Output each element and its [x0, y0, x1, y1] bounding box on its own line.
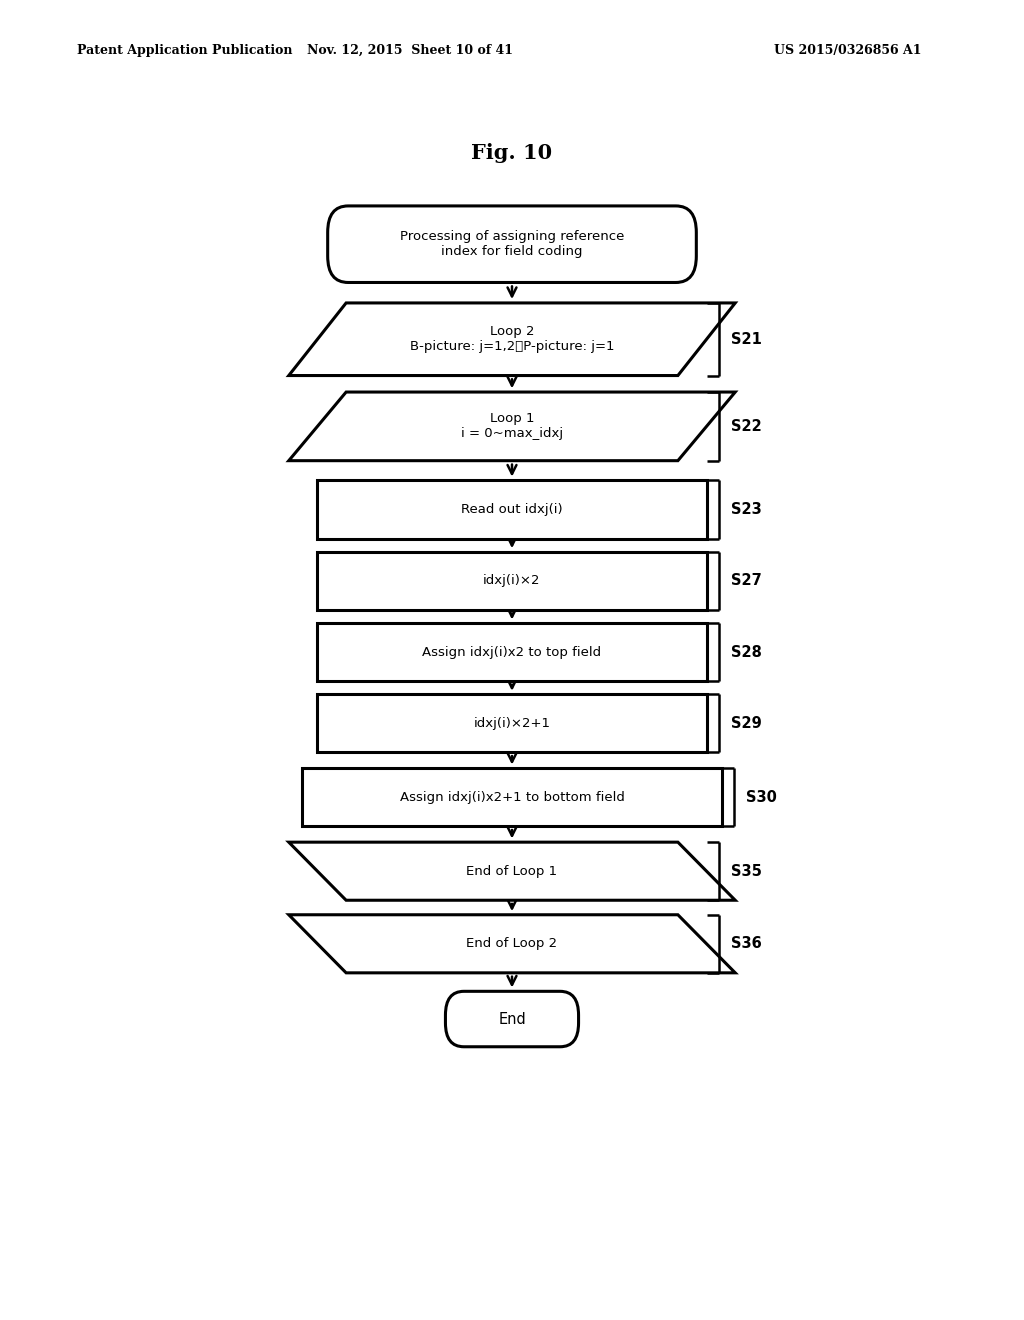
- Text: S28: S28: [731, 644, 762, 660]
- Polygon shape: [289, 392, 735, 461]
- Text: idxj(i)×2: idxj(i)×2: [483, 574, 541, 587]
- Text: Fig. 10: Fig. 10: [471, 143, 553, 164]
- Text: US 2015/0326856 A1: US 2015/0326856 A1: [774, 44, 922, 57]
- Text: Nov. 12, 2015  Sheet 10 of 41: Nov. 12, 2015 Sheet 10 of 41: [306, 44, 513, 57]
- Text: End of Loop 1: End of Loop 1: [467, 865, 557, 878]
- Bar: [317, 694, 707, 752]
- Text: S22: S22: [731, 418, 762, 434]
- Bar: [317, 552, 707, 610]
- Text: S30: S30: [746, 789, 777, 805]
- Text: S36: S36: [731, 936, 762, 952]
- Text: Loop 1
i = 0~max_idxj: Loop 1 i = 0~max_idxj: [461, 412, 563, 441]
- Text: S23: S23: [731, 502, 762, 517]
- Text: Read out idxj(i): Read out idxj(i): [461, 503, 563, 516]
- Text: Assign idxj(i)x2+1 to bottom field: Assign idxj(i)x2+1 to bottom field: [399, 791, 625, 804]
- Text: Loop 2
B-picture: j=1,2、P-picture: j=1: Loop 2 B-picture: j=1,2、P-picture: j=1: [410, 325, 614, 354]
- Text: S29: S29: [731, 715, 762, 731]
- Text: Assign idxj(i)x2 to top field: Assign idxj(i)x2 to top field: [423, 645, 601, 659]
- Bar: [317, 623, 707, 681]
- Text: Processing of assigning reference
index for field coding: Processing of assigning reference index …: [399, 230, 625, 259]
- Text: S35: S35: [731, 863, 762, 879]
- Text: End: End: [498, 1011, 526, 1027]
- Polygon shape: [289, 842, 735, 900]
- Text: End of Loop 2: End of Loop 2: [467, 937, 557, 950]
- Text: S21: S21: [731, 331, 762, 347]
- Text: S27: S27: [731, 573, 762, 589]
- Polygon shape: [289, 304, 735, 375]
- FancyBboxPatch shape: [445, 991, 579, 1047]
- Text: idxj(i)×2+1: idxj(i)×2+1: [473, 717, 551, 730]
- Text: Patent Application Publication: Patent Application Publication: [77, 44, 292, 57]
- FancyBboxPatch shape: [328, 206, 696, 282]
- Polygon shape: [289, 915, 735, 973]
- Bar: [302, 768, 722, 826]
- Bar: [317, 480, 707, 539]
